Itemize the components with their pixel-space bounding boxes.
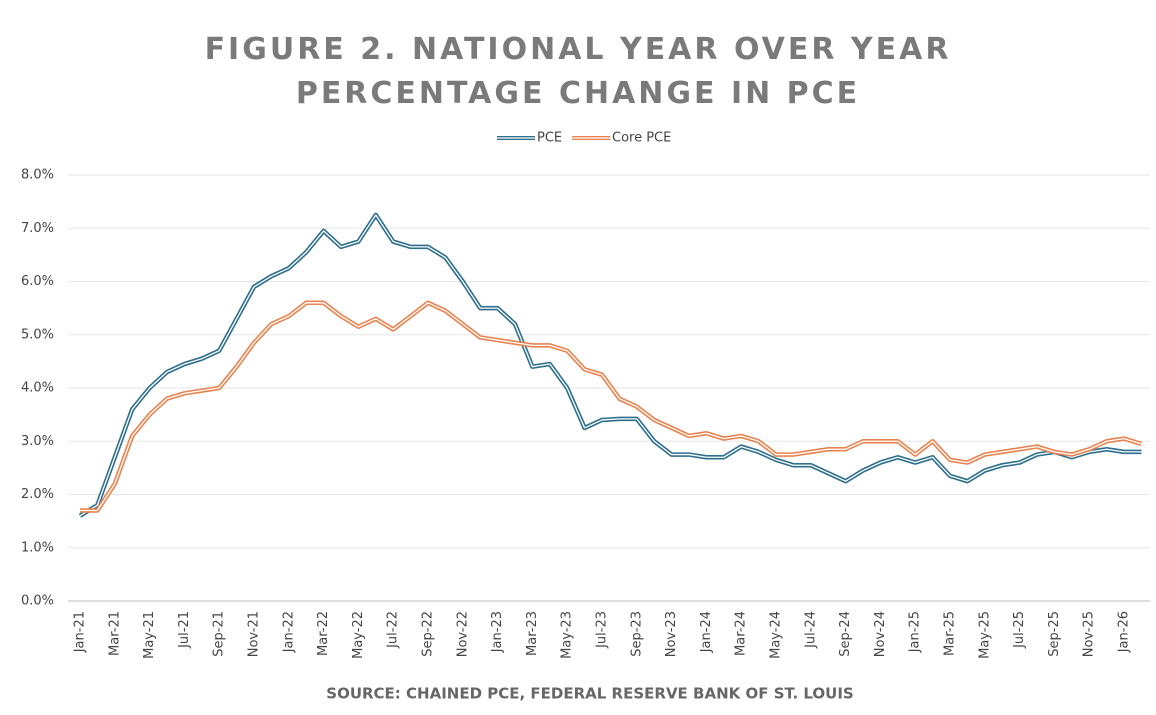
y-tick-label: 7.0% xyxy=(21,221,54,236)
x-tick-label: Jan-22 xyxy=(281,611,296,653)
line-highlight xyxy=(79,214,1142,517)
y-tick-label: 8.0% xyxy=(21,168,54,183)
legend-label: PCE xyxy=(537,131,562,146)
y-tick-label: 5.0% xyxy=(21,327,54,342)
x-tick-label: May-25 xyxy=(977,611,992,659)
y-tick-label: 2.0% xyxy=(21,487,54,502)
x-tick-label: May-22 xyxy=(351,611,366,659)
x-tick-label: Mar-25 xyxy=(943,611,958,656)
x-tick-label: Jul-22 xyxy=(386,611,401,649)
x-tick-label: Jul-21 xyxy=(177,611,192,649)
x-tick-label: Sep-21 xyxy=(212,611,227,657)
x-tick-label: Jan-26 xyxy=(1117,611,1132,653)
chart-title: FIGURE 2. NATIONAL YEAR OVER YEAR PERCEN… xyxy=(204,32,952,111)
y-tick-label: 1.0% xyxy=(21,540,54,555)
x-tick-label: Sep-22 xyxy=(421,611,436,657)
x-tick-label: Jul-25 xyxy=(1012,611,1027,649)
x-tick-label: May-21 xyxy=(142,611,157,659)
x-tick-label: Nov-22 xyxy=(455,611,470,657)
line-highlight xyxy=(80,302,1142,512)
y-tick-label: 4.0% xyxy=(21,381,54,396)
x-tick-label: Jul-23 xyxy=(595,611,610,649)
source: SOURCE: CHAINED PCE, FEDERAL RESERVE BAN… xyxy=(326,685,853,703)
x-tick-label: Nov-21 xyxy=(247,611,262,657)
x-tick-label: Sep-24 xyxy=(838,611,853,657)
x-tick-label: Sep-23 xyxy=(629,611,644,657)
x-tick-label: Nov-23 xyxy=(664,611,679,657)
x-tick-label: Jan-21 xyxy=(73,611,88,653)
x-tick-label: Mar-21 xyxy=(107,611,122,656)
y-tick-label: 6.0% xyxy=(21,274,54,289)
x-tick-label: Mar-22 xyxy=(316,611,331,656)
x-tick-label: Jan-24 xyxy=(699,611,714,653)
x-tick-label: May-24 xyxy=(769,611,784,659)
x-tick-label: Nov-24 xyxy=(873,611,888,657)
x-tick-label: Jan-25 xyxy=(908,611,923,653)
x-tick-label: Nov-25 xyxy=(1082,611,1097,657)
x-tick-label: Sep-25 xyxy=(1047,611,1062,657)
x-tick-label: Mar-23 xyxy=(525,611,540,656)
x-tick-label: Jul-24 xyxy=(803,611,818,649)
x-tick-label: Jan-23 xyxy=(490,611,505,653)
x-tick-label: May-23 xyxy=(560,611,575,659)
x-tick-label: Mar-24 xyxy=(734,611,749,656)
legend-label: Core PCE xyxy=(612,131,671,146)
series-line xyxy=(80,300,1143,513)
y-tick-label: 0.0% xyxy=(21,594,54,609)
y-tick-label: 3.0% xyxy=(21,434,54,449)
